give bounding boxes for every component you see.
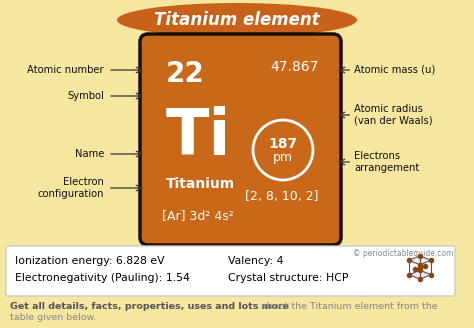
Text: Name: Name (74, 149, 104, 159)
Text: Atomic mass (u): Atomic mass (u) (354, 65, 435, 75)
Text: Electrons
arrangement: Electrons arrangement (354, 151, 419, 173)
FancyBboxPatch shape (6, 246, 455, 296)
Polygon shape (409, 256, 431, 265)
Text: [2, 8, 10, 2]: [2, 8, 10, 2] (246, 190, 319, 203)
Text: Titanium: Titanium (166, 177, 235, 191)
Polygon shape (409, 270, 431, 279)
Text: pm: pm (273, 152, 293, 165)
Ellipse shape (117, 3, 357, 37)
Text: Atomic number: Atomic number (27, 65, 104, 75)
Text: © periodictableguide.com: © periodictableguide.com (353, 249, 453, 258)
Text: table given below.: table given below. (10, 313, 96, 322)
Text: Get all details, facts, properties, uses and lots more: Get all details, facts, properties, uses… (10, 302, 289, 311)
Text: Ionization energy: 6.828 eV: Ionization energy: 6.828 eV (15, 256, 164, 266)
Text: 187: 187 (268, 137, 298, 151)
Text: Symbol: Symbol (67, 91, 104, 101)
Text: 22: 22 (166, 60, 205, 88)
Text: Ti: Ti (166, 106, 231, 168)
Text: 47.867: 47.867 (271, 60, 319, 74)
Text: about the Titanium element from the: about the Titanium element from the (258, 302, 438, 311)
Text: Atomic radius
(van der Waals): Atomic radius (van der Waals) (354, 104, 433, 126)
Text: Electron
configuration: Electron configuration (37, 177, 104, 199)
Text: Titanium element: Titanium element (154, 11, 320, 29)
Text: Crystal structure: HCP: Crystal structure: HCP (228, 273, 348, 283)
Text: [Ar] 3d² 4s²: [Ar] 3d² 4s² (162, 209, 234, 222)
FancyBboxPatch shape (140, 34, 341, 245)
Text: Electronegativity (Pauling): 1.54: Electronegativity (Pauling): 1.54 (15, 273, 190, 283)
Text: Valency: 4: Valency: 4 (228, 256, 283, 266)
